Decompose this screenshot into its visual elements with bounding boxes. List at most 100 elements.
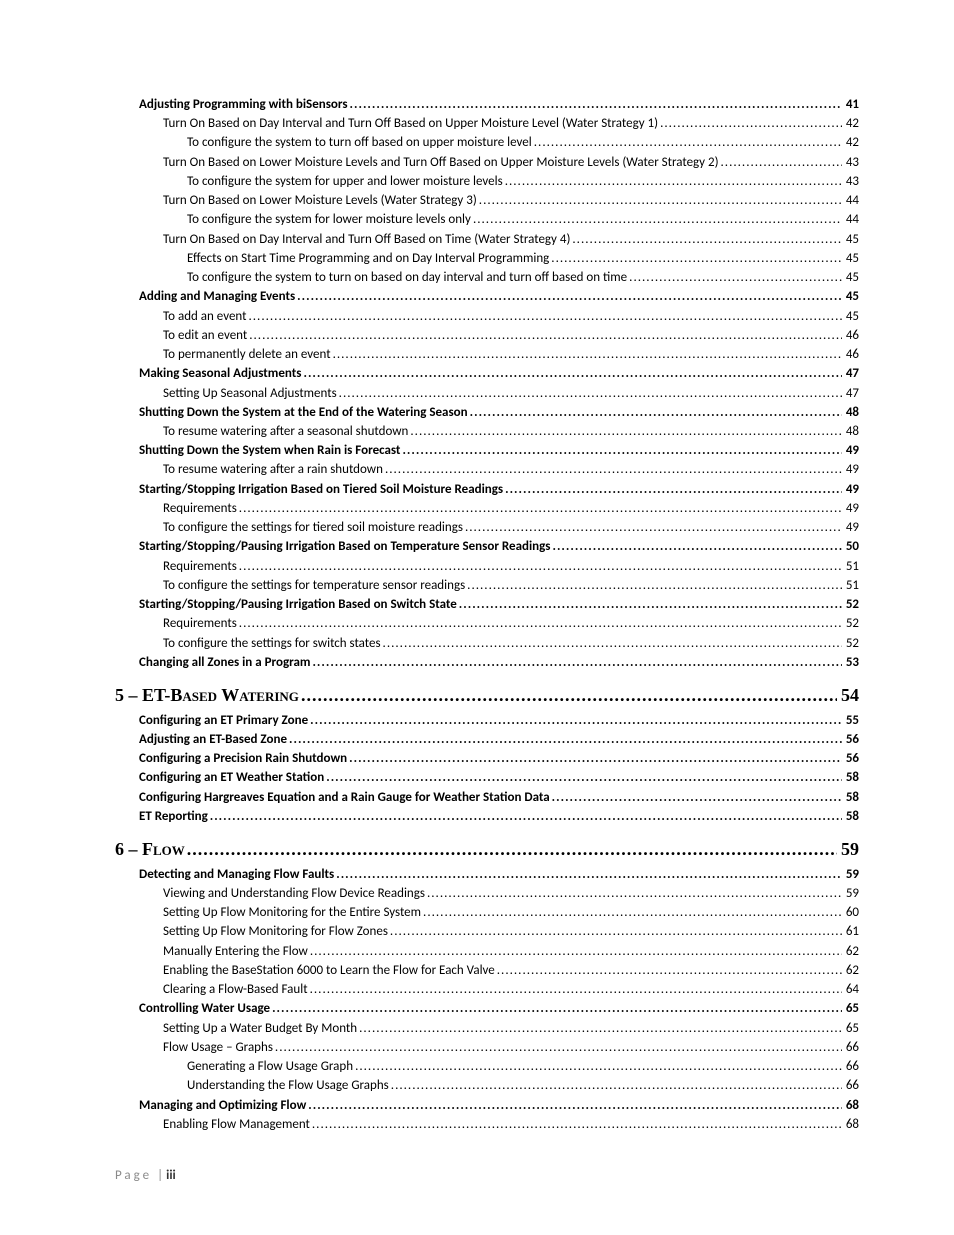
toc-entry[interactable]: Clearing a Flow-Based Fault 64 <box>115 980 859 999</box>
toc-entry-title: To permanently delete an event <box>163 345 331 364</box>
toc-entry-page: 50 <box>846 537 859 556</box>
toc-entry-page: 66 <box>846 1038 859 1057</box>
toc-entry[interactable]: Configuring an ET Primary Zone55 <box>115 711 859 730</box>
toc-entry-title: Clearing a Flow-Based Fault <box>163 980 308 999</box>
toc-leader-dots <box>534 133 842 152</box>
toc-entry-title: Enabling Flow Management <box>163 1115 310 1134</box>
toc-entry-page: 65 <box>846 1019 859 1038</box>
toc-entry[interactable]: Viewing and Understanding Flow Device Re… <box>115 884 859 903</box>
toc-entry[interactable]: To configure the settings for switch sta… <box>115 634 859 653</box>
toc-entry[interactable]: To resume watering after a seasonal shut… <box>115 422 859 441</box>
toc-entry-title: Turn On Based on Day Interval and Turn O… <box>163 230 570 249</box>
toc-entry-page: 42 <box>846 133 859 152</box>
toc-entry[interactable]: To resume watering after a rain shutdown… <box>115 460 859 479</box>
toc-entry[interactable]: Understanding the Flow Usage Graphs 66 <box>115 1076 859 1095</box>
toc-entry-page: 66 <box>846 1076 859 1095</box>
toc-entry[interactable]: Detecting and Managing Flow Faults59 <box>115 865 859 884</box>
toc-entry[interactable]: Setting Up Flow Monitoring for the Entir… <box>115 903 859 922</box>
toc-leader-dots <box>465 518 842 537</box>
toc-leader-dots <box>350 95 842 114</box>
toc-entry-title: Changing all Zones in a Program <box>139 653 310 672</box>
toc-entry[interactable]: To configure the settings for temperatur… <box>115 576 859 595</box>
toc-entry-page: 46 <box>846 326 859 345</box>
toc-entry[interactable]: Starting/Stopping Irrigation Based on Ti… <box>115 480 859 499</box>
toc-entry[interactable]: To edit an event 46 <box>115 326 859 345</box>
toc-entry[interactable]: To configure the system for upper and lo… <box>115 172 859 191</box>
toc-entry[interactable]: Flow Usage – Graphs 66 <box>115 1038 859 1057</box>
toc-entry[interactable]: Shutting Down the System at the End of t… <box>115 403 859 422</box>
toc-entry[interactable]: Turn On Based on Day Interval and Turn O… <box>115 230 859 249</box>
toc-entry-page: 45 <box>846 268 859 287</box>
toc-entry[interactable]: Generating a Flow Usage Graph66 <box>115 1057 859 1076</box>
toc-leader-dots <box>459 595 842 614</box>
toc-entry-page: 55 <box>846 711 859 730</box>
toc-entry-page: 52 <box>846 634 859 653</box>
toc-entry[interactable]: 6 – Flow59 <box>115 836 859 863</box>
toc-leader-dots <box>310 942 842 961</box>
toc-entry[interactable]: To configure the system to turn on based… <box>115 268 859 287</box>
toc-entry[interactable]: Turn On Based on Day Interval and Turn O… <box>115 114 859 133</box>
toc-entry[interactable]: Configuring Hargreaves Equation and a Ra… <box>115 788 859 807</box>
toc-entry-title: Requirements <box>163 557 237 576</box>
footer-page-number: iii <box>166 1168 176 1183</box>
toc-entry[interactable]: Shutting Down the System when Rain is Fo… <box>115 441 859 460</box>
toc-entry[interactable]: Configuring an ET Weather Station58 <box>115 768 859 787</box>
toc-entry-page: 42 <box>846 114 859 133</box>
toc-entry-page: 49 <box>846 441 859 460</box>
toc-entry-page: 47 <box>846 364 859 383</box>
toc-leader-dots <box>339 384 842 403</box>
toc-entry-page: 60 <box>846 903 859 922</box>
toc-entry[interactable]: Configuring a Precision Rain Shutdown56 <box>115 749 859 768</box>
toc-entry[interactable]: Managing and Optimizing Flow68 <box>115 1096 859 1115</box>
toc-leader-dots <box>239 499 842 518</box>
table-of-contents: Adjusting Programming with biSensors41Tu… <box>115 95 859 1134</box>
toc-entry[interactable]: Changing all Zones in a Program53 <box>115 653 859 672</box>
toc-entry[interactable]: To permanently delete an event46 <box>115 345 859 364</box>
toc-entry-title: Understanding the Flow Usage Graphs <box>187 1076 389 1095</box>
toc-entry-title: Setting Up Flow Monitoring for Flow Zone… <box>163 922 388 941</box>
toc-leader-dots <box>551 249 842 268</box>
toc-entry[interactable]: Turn On Based on Lower Moisture Levels (… <box>115 191 859 210</box>
toc-entry-page: 64 <box>846 980 859 999</box>
toc-entry[interactable]: To add an event45 <box>115 307 859 326</box>
toc-entry[interactable]: Effects on Start Time Programming and on… <box>115 249 859 268</box>
toc-entry[interactable]: Adjusting Programming with biSensors41 <box>115 95 859 114</box>
toc-entry-page: 58 <box>846 788 859 807</box>
toc-entry[interactable]: ET Reporting58 <box>115 807 859 826</box>
toc-entry-page: 59 <box>846 884 859 903</box>
toc-entry[interactable]: Enabling Flow Management68 <box>115 1115 859 1134</box>
toc-entry-title: Manually Entering the Flow <box>163 942 308 961</box>
toc-entry[interactable]: To configure the system for lower moistu… <box>115 210 859 229</box>
toc-entry[interactable]: Setting Up a Water Budget By Month65 <box>115 1019 859 1038</box>
toc-entry[interactable]: Starting/Stopping/Pausing Irrigation Bas… <box>115 595 859 614</box>
toc-entry[interactable]: Making Seasonal Adjustments47 <box>115 364 859 383</box>
toc-entry[interactable]: Starting/Stopping/Pausing Irrigation Bas… <box>115 537 859 556</box>
toc-entry[interactable]: Setting Up Flow Monitoring for Flow Zone… <box>115 922 859 941</box>
toc-entry[interactable]: Adding and Managing Events45 <box>115 287 859 306</box>
toc-leader-dots <box>312 1115 842 1134</box>
toc-entry[interactable]: Manually Entering the Flow62 <box>115 942 859 961</box>
toc-entry-title: Configuring Hargreaves Equation and a Ra… <box>139 788 550 807</box>
toc-entry[interactable]: Turn On Based on Lower Moisture Levels a… <box>115 153 859 172</box>
toc-entry[interactable]: Adjusting an ET-Based Zone56 <box>115 730 859 749</box>
toc-entry[interactable]: To configure the settings for tiered soi… <box>115 518 859 537</box>
toc-entry[interactable]: Controlling Water Usage65 <box>115 999 859 1018</box>
toc-entry[interactable]: To configure the system to turn off base… <box>115 133 859 152</box>
toc-entry[interactable]: 5 – ET-Based Watering54 <box>115 682 859 709</box>
toc-entry[interactable]: Setting Up Seasonal Adjustments47 <box>115 384 859 403</box>
toc-leader-dots <box>275 1038 842 1057</box>
toc-entry-title: To configure the settings for switch sta… <box>163 634 381 653</box>
toc-entry[interactable]: Requirements52 <box>115 614 859 633</box>
toc-leader-dots <box>467 576 842 595</box>
toc-entry[interactable]: Enabling the BaseStation 6000 to Learn t… <box>115 961 859 980</box>
toc-leader-dots <box>505 480 842 499</box>
toc-entry-title: Starting/Stopping/Pausing Irrigation Bas… <box>139 595 457 614</box>
toc-entry[interactable]: Requirements49 <box>115 499 859 518</box>
toc-entry[interactable]: Requirements51 <box>115 557 859 576</box>
toc-leader-dots <box>505 172 842 191</box>
toc-entry-title: Enabling the BaseStation 6000 to Learn t… <box>163 961 495 980</box>
toc-leader-dots <box>248 307 841 326</box>
toc-entry-title: Flow Usage – Graphs <box>163 1038 273 1057</box>
toc-entry-title: To edit an event <box>163 326 247 345</box>
toc-entry-page: 49 <box>846 518 859 537</box>
